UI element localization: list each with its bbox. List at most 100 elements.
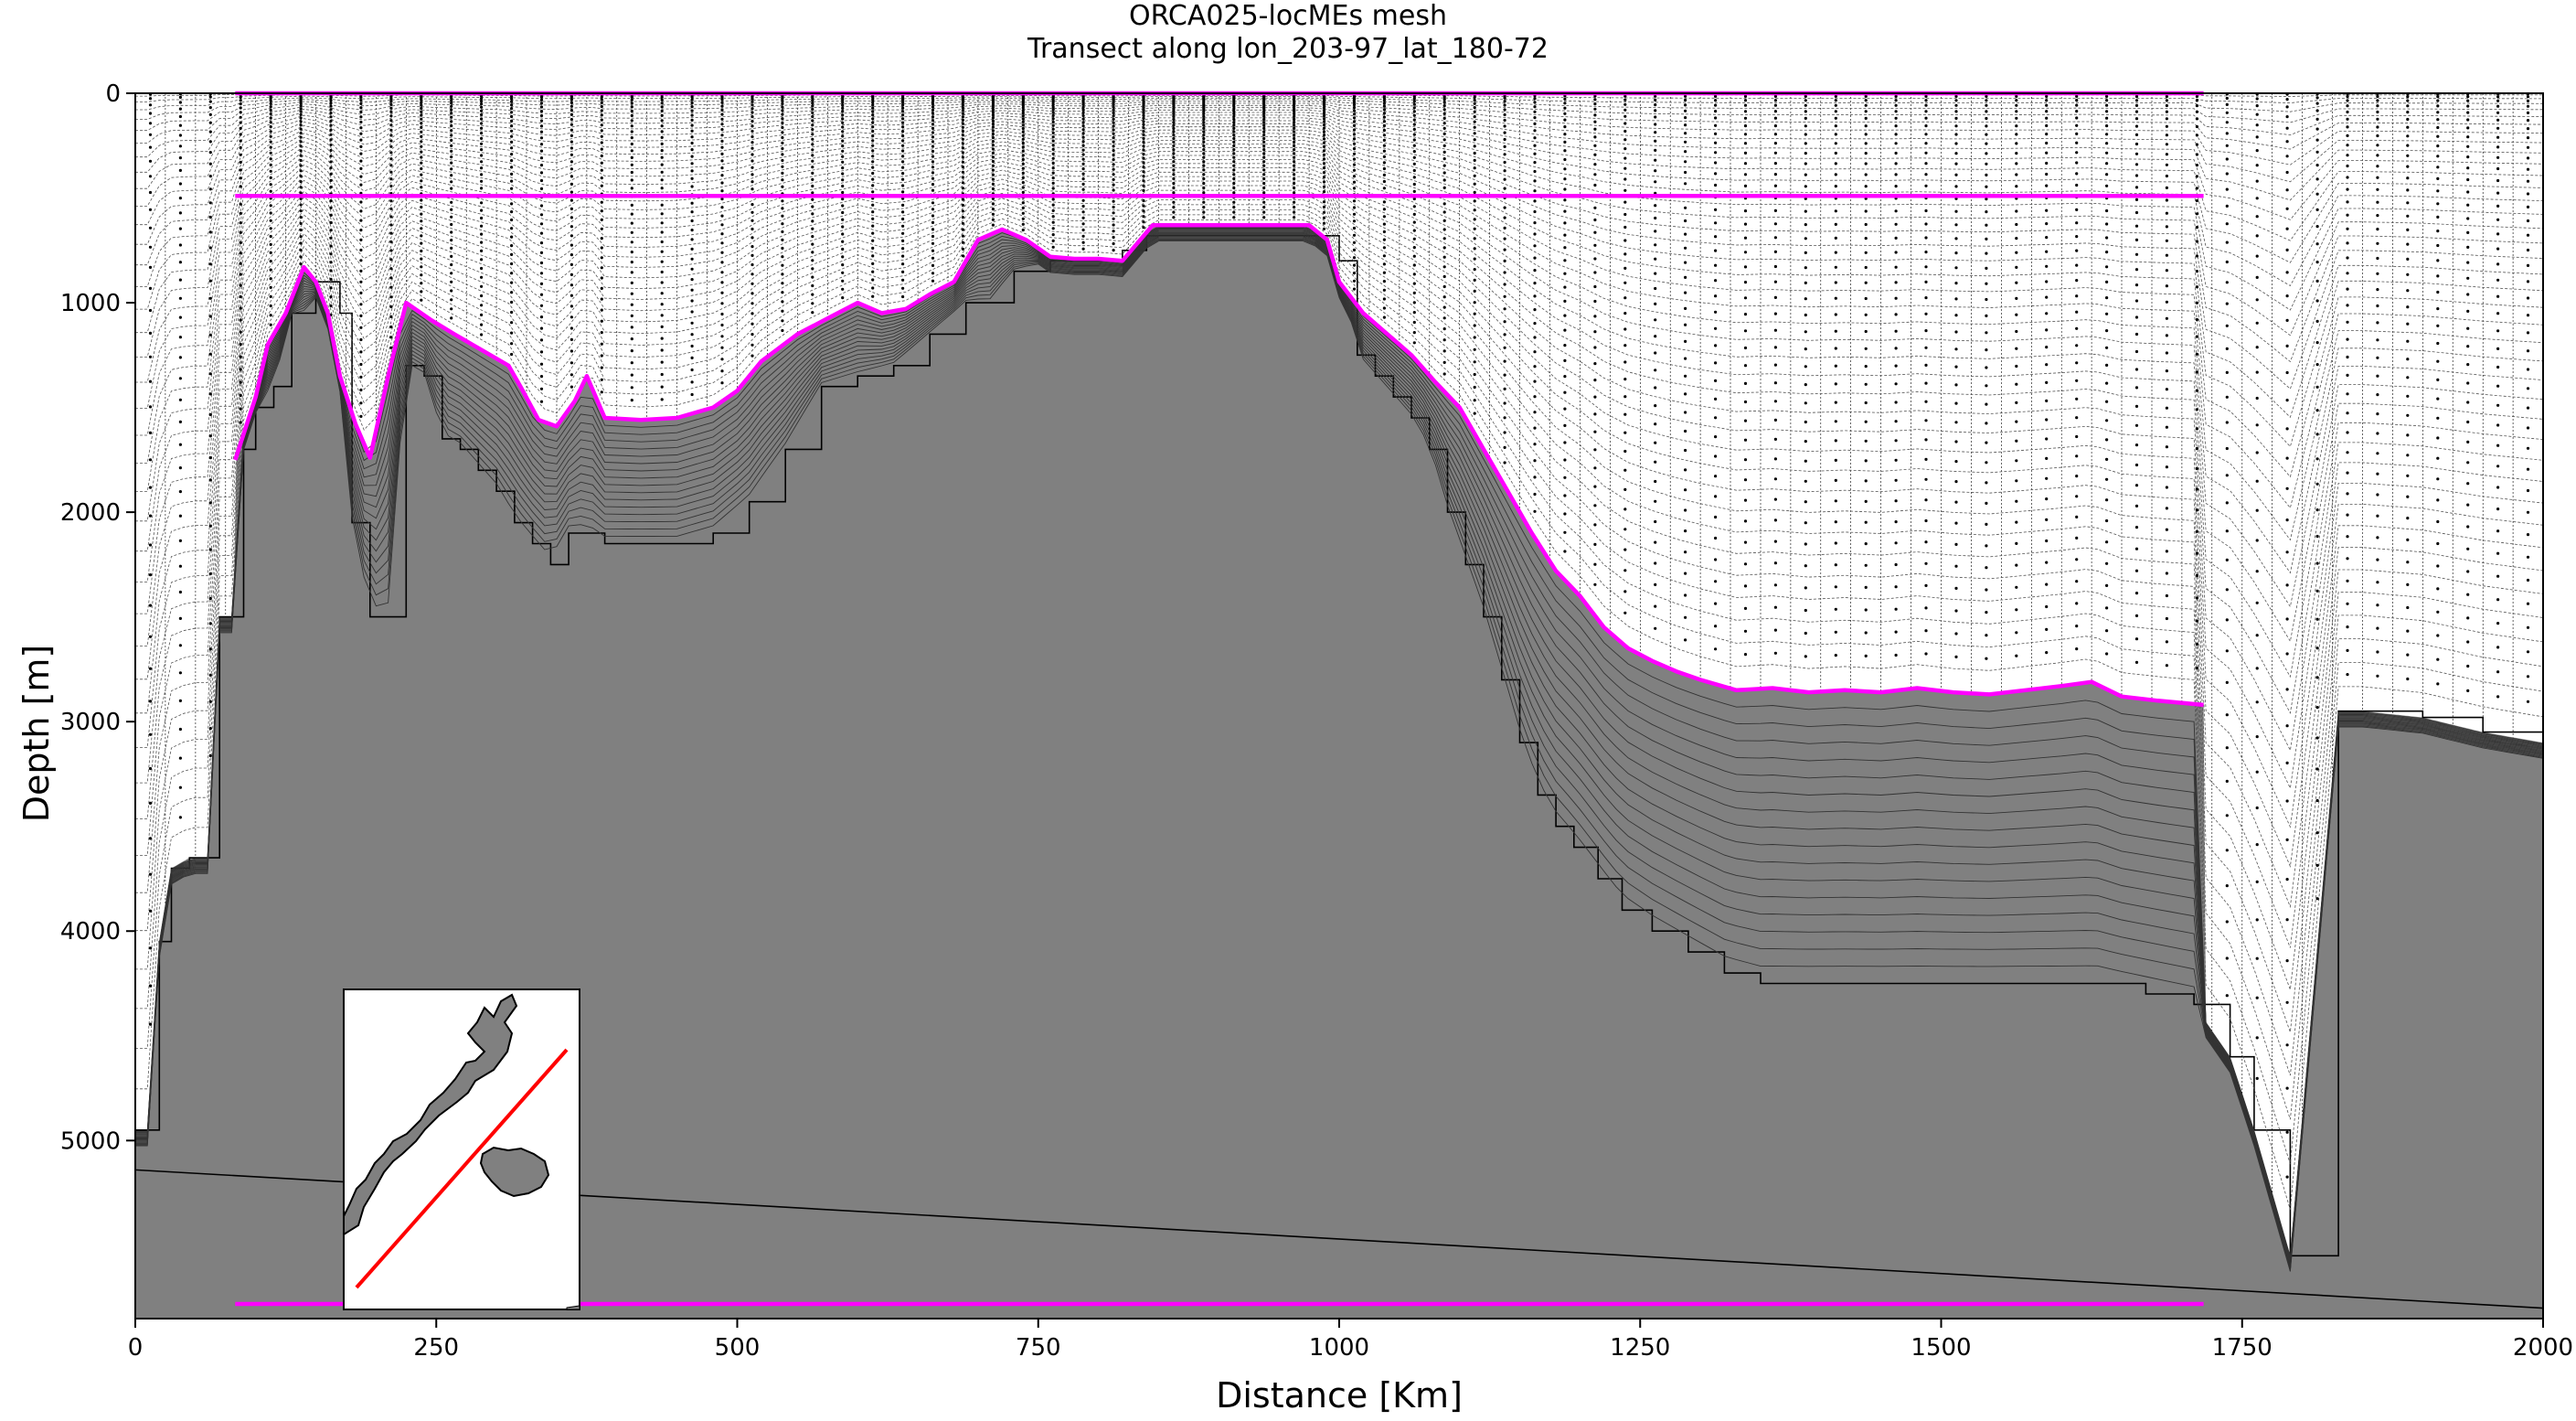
mesh-node xyxy=(1623,166,1627,170)
mesh-node xyxy=(1293,148,1296,152)
mesh-node xyxy=(690,113,694,117)
mesh-node xyxy=(420,106,423,111)
mesh-node xyxy=(1924,312,1928,315)
mesh-node xyxy=(148,837,153,840)
mesh-node xyxy=(2165,425,2168,429)
mesh-node xyxy=(2406,495,2410,498)
mesh-node xyxy=(299,99,303,102)
mesh-node xyxy=(2315,96,2319,100)
mesh-node xyxy=(1834,296,1837,300)
mesh-node xyxy=(480,208,484,212)
mesh-node xyxy=(1142,102,1145,105)
mesh-node xyxy=(1202,210,1206,214)
mesh-node xyxy=(2225,994,2229,998)
mesh-node xyxy=(1262,152,1266,155)
mesh-node xyxy=(359,269,363,272)
mesh-node xyxy=(750,129,754,134)
mesh-node xyxy=(1293,121,1296,124)
mesh-node xyxy=(720,112,724,116)
mesh-node xyxy=(208,215,212,219)
mesh-level xyxy=(135,185,2544,909)
mesh-node xyxy=(1442,101,1446,104)
mesh-node xyxy=(510,227,514,230)
mesh-node xyxy=(2255,806,2259,810)
mesh-node xyxy=(2045,561,2049,564)
mesh-node xyxy=(1593,582,1597,586)
mesh-node xyxy=(208,262,212,266)
mesh-node xyxy=(720,323,724,327)
mesh-node xyxy=(2134,124,2139,128)
mesh-node xyxy=(239,355,242,358)
mesh-node xyxy=(2225,302,2229,305)
mesh-node xyxy=(630,292,633,295)
mesh-node xyxy=(1262,136,1266,141)
mesh-node xyxy=(299,248,303,252)
mesh-node xyxy=(569,253,574,257)
mesh-node xyxy=(1322,185,1326,188)
mesh-node xyxy=(1112,235,1115,240)
mesh-node xyxy=(2406,376,2410,379)
mesh-node xyxy=(2165,253,2168,257)
mesh-node xyxy=(1894,173,1898,176)
mesh-node xyxy=(2466,640,2470,644)
mesh-node xyxy=(2346,411,2349,415)
mesh-node xyxy=(359,388,363,392)
mesh-node xyxy=(750,262,754,267)
mesh-node xyxy=(2045,363,2049,367)
mesh-node xyxy=(1293,114,1296,118)
mesh-node xyxy=(1202,206,1206,209)
mesh-node xyxy=(630,98,633,102)
mesh-node xyxy=(178,514,182,518)
mesh-node xyxy=(2346,392,2349,396)
mesh-node xyxy=(660,155,664,159)
mesh-node xyxy=(208,279,212,283)
mesh-node xyxy=(239,139,242,143)
mesh-node xyxy=(841,225,845,229)
mesh-node xyxy=(2285,140,2289,144)
mesh-node xyxy=(2045,264,2049,268)
mesh-node xyxy=(2015,103,2018,107)
mesh-node xyxy=(359,152,363,155)
mesh-node xyxy=(811,235,814,239)
mesh-node xyxy=(1142,209,1145,213)
mesh-node xyxy=(2315,897,2319,901)
mesh-node xyxy=(299,97,303,101)
mesh-node xyxy=(1654,180,1657,184)
mesh-node xyxy=(931,214,935,218)
mesh-node xyxy=(1773,457,1777,461)
mesh-node xyxy=(1773,561,1777,565)
mesh-node xyxy=(720,241,724,245)
mesh-node xyxy=(1714,580,1718,583)
mesh-node xyxy=(901,184,905,187)
mesh-node xyxy=(931,228,935,231)
mesh-node xyxy=(450,272,453,275)
mesh-node xyxy=(1202,123,1206,127)
mesh-node xyxy=(2406,582,2410,587)
mesh-node xyxy=(2045,280,2049,283)
mesh-node xyxy=(2315,433,2319,436)
mesh-node xyxy=(1563,102,1567,105)
mesh-node xyxy=(690,299,694,303)
mesh-node xyxy=(480,148,484,152)
mesh-node xyxy=(1172,101,1176,104)
mesh-node xyxy=(1894,499,1898,503)
mesh-node xyxy=(1293,210,1296,214)
mesh-node xyxy=(1112,217,1115,220)
mesh-node xyxy=(299,228,303,232)
mesh-node xyxy=(148,97,153,101)
mesh-node xyxy=(1864,99,1868,102)
mesh-node xyxy=(2466,99,2470,102)
mesh-node xyxy=(1202,191,1206,195)
mesh-node xyxy=(871,246,875,250)
mesh-node xyxy=(1593,448,1597,452)
mesh-node xyxy=(2075,99,2079,102)
mesh-node xyxy=(178,671,182,675)
mesh-node xyxy=(961,137,964,141)
mesh-node xyxy=(2526,387,2530,390)
mesh-node xyxy=(600,113,603,117)
mesh-node xyxy=(1804,116,1807,120)
mesh-node xyxy=(1293,164,1296,167)
mesh-node xyxy=(2496,191,2500,195)
mesh-node xyxy=(1985,522,1988,527)
mesh-node xyxy=(2225,529,2229,533)
